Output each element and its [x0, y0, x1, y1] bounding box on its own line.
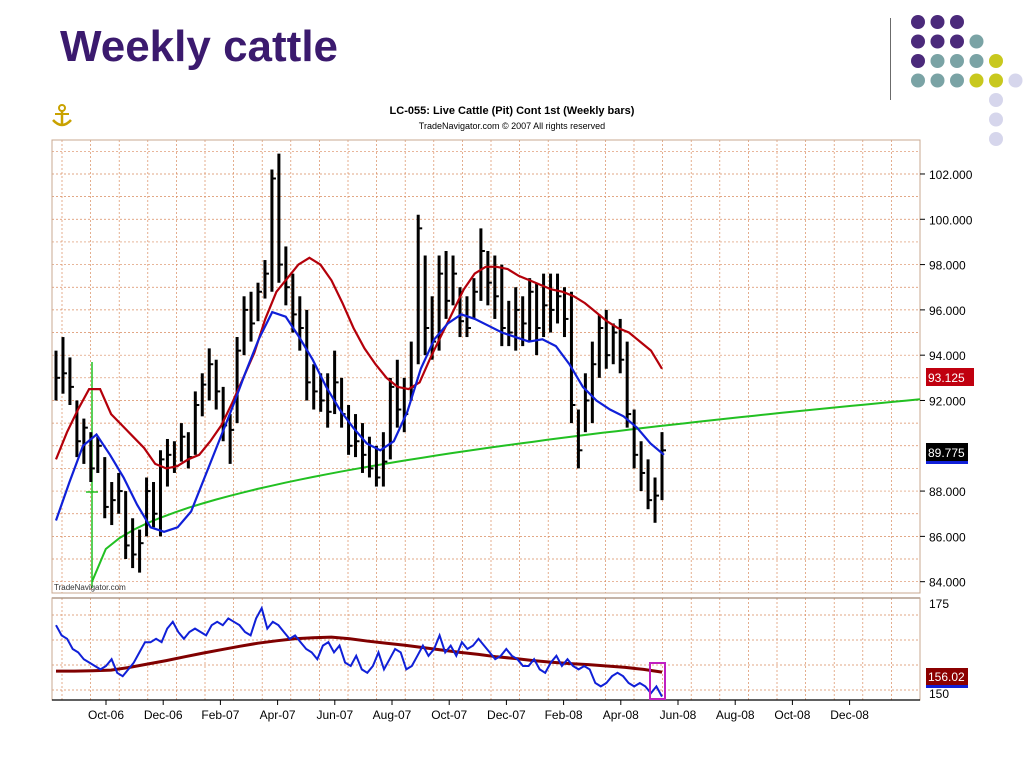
decor-dot — [969, 54, 984, 68]
anchor-logo-icon — [52, 104, 72, 127]
indicator-highlight-box — [649, 662, 666, 700]
chart-subtitle: TradeNavigator.com © 2007 All rights res… — [419, 121, 605, 131]
price-label-red: 93.125 — [926, 368, 974, 386]
decor-dot — [969, 34, 984, 49]
price-bars — [54, 153, 666, 573]
trend-line — [91, 398, 921, 583]
x-axis-ticks: Oct-06 Dec-06 Feb-07 Apr-07 Jun-07 Aug-07 Oct-… — [88, 700, 869, 722]
indicator-label-text: 156.02 — [928, 670, 965, 684]
decor-dot — [911, 73, 925, 88]
watermark: TradeNavigator.com — [54, 583, 126, 592]
y-tick-label: 84.000 — [929, 576, 966, 590]
decor-dot — [950, 54, 964, 68]
moving-average-fast — [54, 310, 665, 533]
x-tick-label: Oct-07 — [431, 708, 467, 722]
y-axis-ticks: 102.000 100.000 98.000 96.000 94.000 92.000 88… — [920, 168, 973, 590]
price-label-red-text: 93.125 — [928, 371, 965, 385]
decor-dot — [989, 112, 1003, 127]
decor-dot — [989, 93, 1003, 107]
decor-dot — [930, 34, 945, 49]
decor-dot — [930, 73, 945, 88]
decor-dot — [989, 132, 1003, 146]
x-tick-label: Feb-07 — [201, 708, 239, 722]
decor-dot — [950, 15, 964, 29]
lower-y-tick-label: 175 — [929, 597, 949, 611]
lower-y-axis-ticks: 175 150 — [929, 597, 949, 701]
decor-dot — [911, 15, 925, 29]
price-label-black: 89.775 — [926, 443, 968, 464]
decor-dot — [911, 54, 925, 68]
y-tick-label: 102.000 — [929, 168, 973, 182]
x-tick-label: Dec-07 — [487, 708, 526, 722]
y-tick-label: 86.000 — [929, 530, 966, 544]
x-tick-label: Apr-07 — [260, 708, 296, 722]
decor-dot — [950, 34, 964, 49]
y-tick-label: 94.000 — [929, 349, 966, 363]
x-tick-label: Aug-07 — [373, 708, 412, 722]
decor-dot — [930, 15, 945, 29]
x-tick-label: Dec-06 — [144, 708, 183, 722]
decor-dot — [950, 73, 964, 88]
x-tick-label: Dec-08 — [830, 708, 869, 722]
indicator-fast-line — [55, 605, 663, 698]
decor-dot — [989, 54, 1003, 68]
y-tick-label: 98.000 — [929, 259, 966, 273]
price-label-black-text: 89.775 — [928, 446, 965, 460]
lower-y-tick-label: 150 — [929, 687, 949, 701]
moving-average-slow — [54, 256, 663, 470]
decor-dot — [911, 34, 925, 49]
x-tick-label: Feb-08 — [545, 708, 583, 722]
y-tick-label: 96.000 — [929, 304, 966, 318]
x-tick-label: Oct-08 — [774, 708, 810, 722]
decor-dot — [1008, 73, 1023, 88]
x-tick-label: Oct-06 — [88, 708, 124, 722]
x-tick-label: Aug-08 — [716, 708, 755, 722]
indicator-label: 156.02 — [926, 668, 968, 688]
main-grid — [52, 140, 920, 593]
decorative-dots — [911, 15, 1023, 146]
chart-title: LC-055: Live Cattle (Pit) Cont 1st (Week… — [390, 105, 635, 117]
y-tick-label: 100.000 — [929, 213, 973, 227]
y-tick-label: 88.000 — [929, 485, 966, 499]
decor-dot — [930, 54, 945, 68]
y-tick-label: 92.000 — [929, 394, 966, 408]
x-tick-label: Jun-07 — [316, 708, 353, 722]
decor-dot — [989, 73, 1003, 88]
slide-title: Weekly cattle — [60, 22, 339, 71]
main-plot-frame — [51, 139, 921, 594]
x-tick-label: Apr-08 — [603, 708, 639, 722]
x-tick-label: Jun-08 — [660, 708, 697, 722]
title-divider — [890, 18, 891, 100]
decor-dot — [969, 73, 984, 88]
